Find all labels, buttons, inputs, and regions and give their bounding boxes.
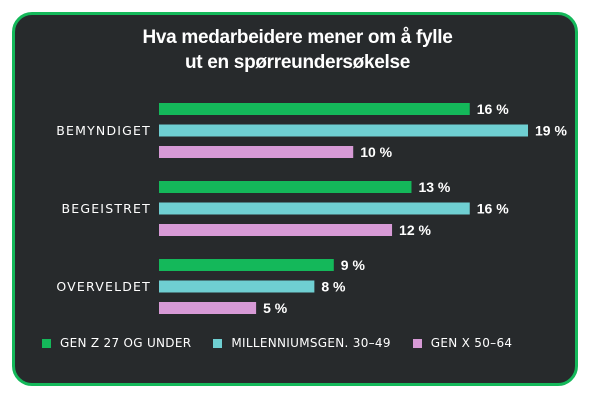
legend-swatch-gen-x <box>412 338 422 348</box>
bar-bemyndiget-series-1 <box>159 124 528 137</box>
chart-title: Hva medarbeidere mener om å fylle ut en … <box>0 25 595 75</box>
value-label-bemyndiget-series-2: 10 % <box>360 144 392 160</box>
legend-label-gen-x: GEN X 50–64 <box>430 336 513 350</box>
value-label-begeistret-series-2: 12 % <box>399 222 431 238</box>
chart-card <box>12 12 578 386</box>
chart-title-line-1: Hva medarbeidere mener om å fylle <box>142 27 453 48</box>
chart-title-line-2: ut en spørreundersøkelse <box>184 52 411 73</box>
bar-begeistret-series-0 <box>159 181 412 193</box>
chart-legend: GEN Z 27 OG UNDER MILLENNIUMSGEN. 30–49 … <box>42 336 534 350</box>
bar-begeistret-series-2 <box>159 224 393 236</box>
value-label-bemyndiget-series-0: 16 % <box>477 101 509 117</box>
value-label-bemyndiget-series-1: 19 % <box>535 123 567 139</box>
legend-label-gen-z: GEN Z 27 OG UNDER <box>60 336 192 350</box>
legend-label-millennium: MILLENNIUMSGEN. 30–49 <box>231 336 391 350</box>
bar-overveldet-series-2 <box>159 302 257 314</box>
bar-overveldet-series-0 <box>159 259 334 271</box>
legend-item-millennium: MILLENNIUMSGEN. 30–49 <box>213 336 390 350</box>
value-label-begeistret-series-0: 13 % <box>418 179 450 195</box>
legend-swatch-millennium <box>213 338 223 348</box>
legend-item-gen-z: GEN Z 27 OG UNDER <box>42 336 191 350</box>
value-label-overveldet-series-1: 8 % <box>321 279 346 295</box>
value-label-overveldet-series-0: 9 % <box>341 257 366 273</box>
category-label-bemyndiget: BEMYNDIGET <box>56 123 151 138</box>
bar-overveldet-series-1 <box>159 280 315 293</box>
legend-swatch-gen-z <box>42 338 51 348</box>
category-label-begeistret: BEGEISTRET <box>61 201 151 216</box>
legend-item-gen-x: GEN X 50–64 <box>412 336 513 350</box>
bar-begeistret-series-1 <box>159 202 470 215</box>
bar-bemyndiget-series-2 <box>159 146 354 158</box>
bar-bemyndiget-series-0 <box>159 103 470 115</box>
value-label-overveldet-series-2: 5 % <box>263 300 288 316</box>
value-label-begeistret-series-1: 16 % <box>477 201 509 217</box>
category-label-overveldet: OVERVELDET <box>56 279 151 294</box>
